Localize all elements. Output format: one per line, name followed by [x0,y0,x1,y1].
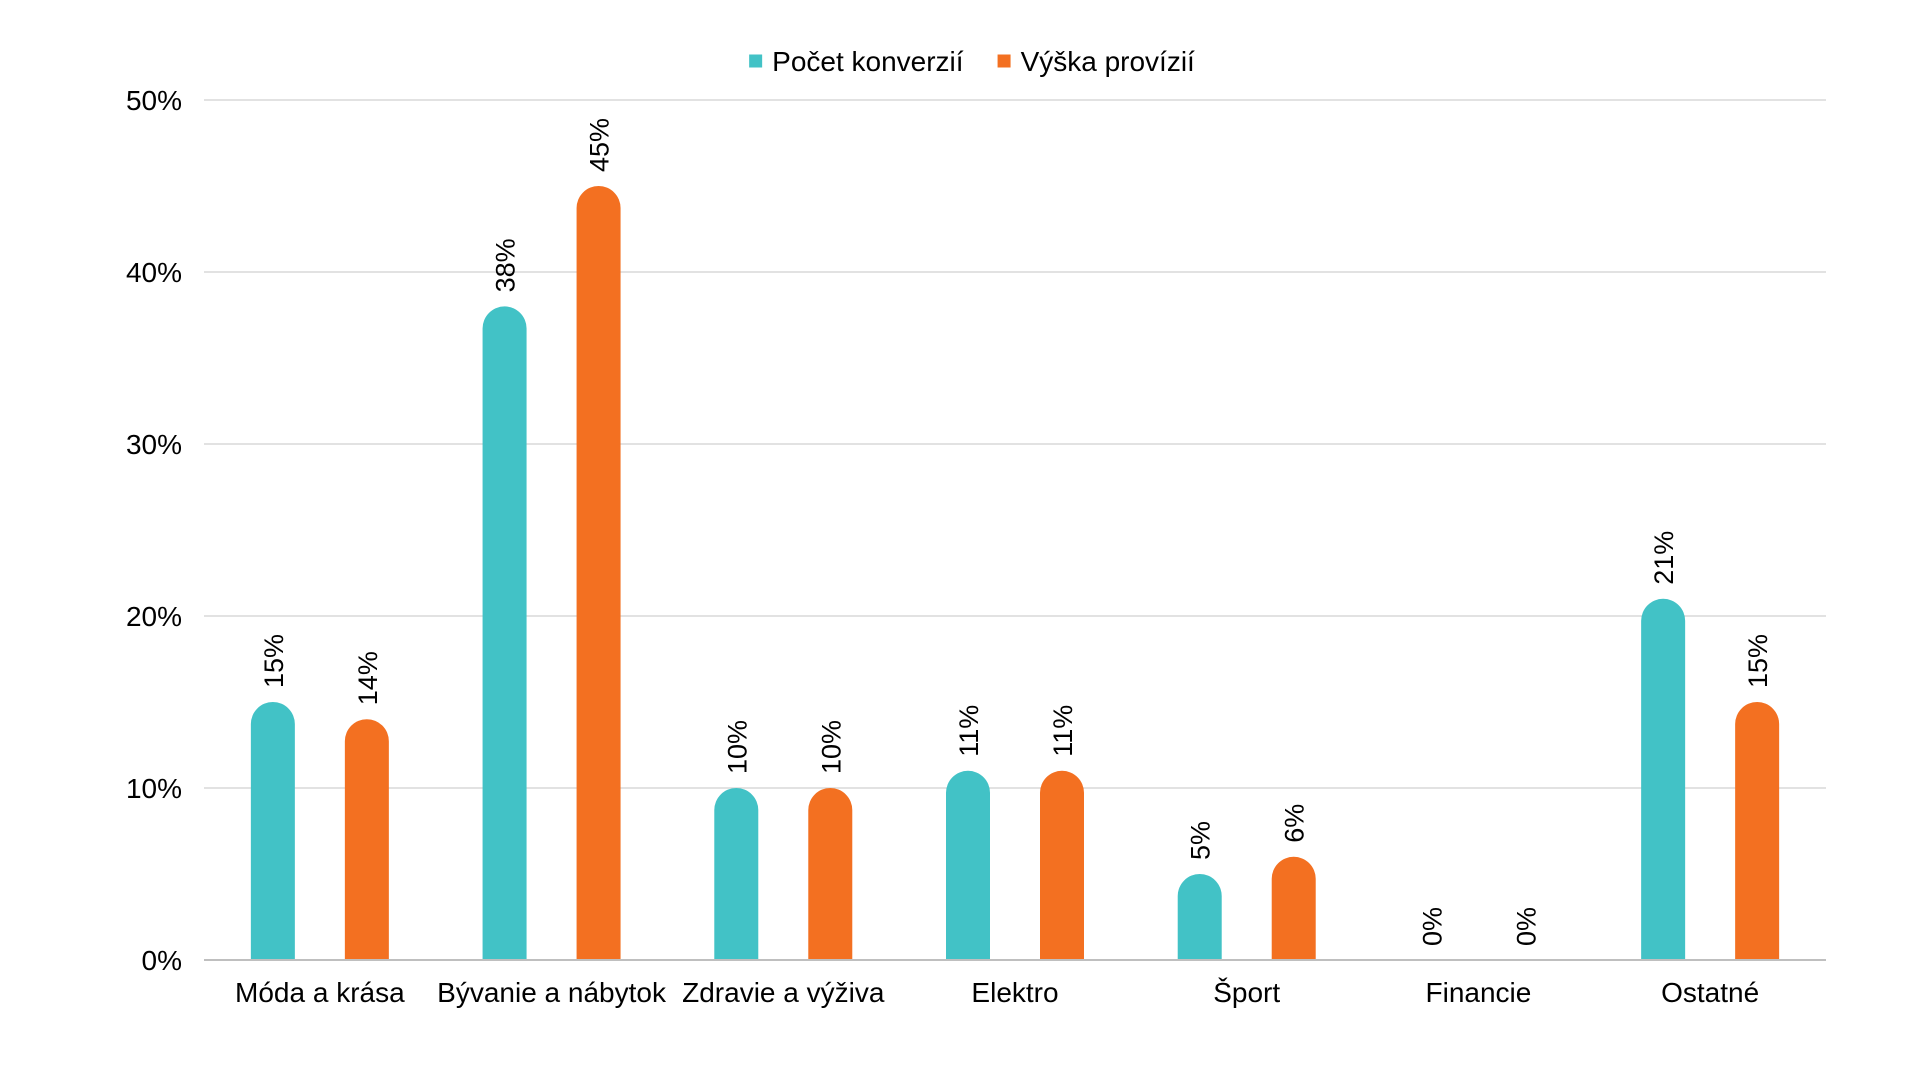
x-tick-label: Financie [1426,977,1532,1008]
legend-label: Počet konverzií [772,46,964,77]
data-label: 21% [1649,531,1679,585]
legend-label: Výška provízií [1021,46,1195,77]
y-tick-label: 30% [126,429,182,460]
y-tick-label: 20% [126,601,182,632]
bar-series-1 [946,770,990,960]
y-tick-label: 0% [142,945,182,976]
bar-series-2 [576,186,621,961]
data-label: 0% [1511,907,1541,946]
bar-series-2 [1735,702,1780,960]
bar-series-1 [250,702,295,960]
data-label: 45% [585,118,615,172]
data-label: 5% [1186,821,1216,860]
bar-series-1 [1177,874,1222,960]
legend: Počet konverzií Výška provízií [749,46,1195,77]
bar-series-1 [714,788,759,960]
legend-swatch [997,54,1011,68]
data-label: 14% [353,651,383,705]
data-label: 10% [722,720,752,774]
bar-series-1 [1641,598,1686,960]
bars [250,186,1780,961]
y-tick-label: 10% [126,773,182,804]
data-label: 10% [816,720,846,774]
data-label: 15% [259,634,289,688]
legend-swatch [749,54,763,68]
y-tick-label: 40% [126,257,182,288]
y-tick-label: 50% [126,85,182,116]
x-tick-label: Ostatné [1661,977,1759,1008]
data-label: 11% [1048,705,1078,757]
bar-series-1 [482,306,527,960]
x-tick-label: Elektro [971,977,1058,1008]
bar-series-2 [344,719,389,960]
data-label: 0% [1417,907,1447,946]
data-labels: 15% 14% 38% 45% 10% 10% 11% 11% 5% 6% 0% 0% 21% 15% [259,118,1773,946]
x-tick-label: Šport [1213,977,1280,1008]
data-label: 15% [1743,634,1773,688]
data-label: 6% [1280,804,1310,843]
data-label: 11% [954,705,984,757]
bar-series-2 [1040,770,1084,960]
x-tick-label: Zdravie a výživa [682,977,885,1008]
gridlines [204,99,1826,789]
data-label: 38% [491,238,521,292]
bar-series-2 [1271,856,1316,960]
x-tick-label: Móda a krása [235,977,405,1008]
axes: 0% 10% 20% 30% 40% 50% Móda a krása Bývanie a n… [126,85,1826,1008]
x-tick-label: Bývanie a nábytok [437,977,667,1008]
bar-series-2 [808,788,853,960]
